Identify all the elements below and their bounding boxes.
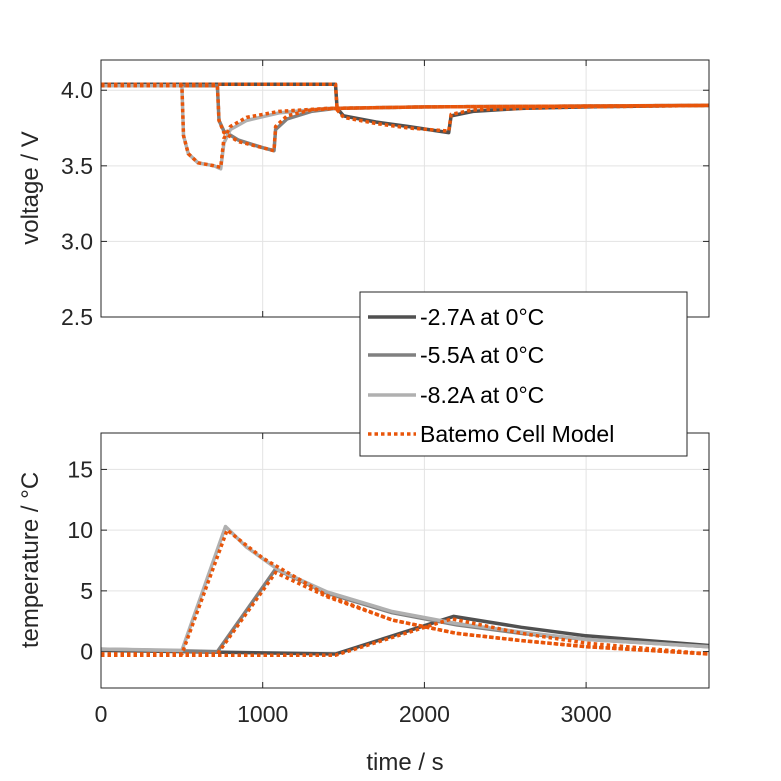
series-line--8-2a-at-0-c: [100, 524, 710, 653]
y-tick-label: 10: [67, 517, 93, 543]
temperature-axis-label: temperature / °C: [17, 472, 44, 648]
x-tick-label: 0: [95, 701, 108, 727]
y-tick-label: 15: [67, 456, 93, 482]
series-line-batemo-cell-model: [101, 83, 710, 153]
series-line-batemo-cell-model: [101, 83, 710, 170]
series-line--2-7a-at-0-c: [100, 614, 710, 656]
series-line-batemo-cell-model: [101, 570, 710, 656]
y-tick-label: 3.5: [61, 153, 93, 179]
series-line-batemo-cell-model: [101, 82, 710, 133]
legend-entry-2-7a: -2.7A at 0°C: [420, 304, 544, 330]
legend-entry-8-2a: -8.2A at 0°C: [420, 382, 544, 408]
voltage-axes: 2.5 3.0 3.5 4.0: [61, 59, 710, 330]
legend-entry-5-5a: -5.5A at 0°C: [420, 342, 544, 368]
voltage-axis-label: voltage / V: [17, 131, 44, 244]
y-tick-label: 2.5: [61, 304, 93, 330]
y-tick-label: 3.0: [61, 228, 93, 254]
x-tick-label: 1000: [237, 701, 288, 727]
series-line-batemo-cell-model: [101, 528, 710, 656]
series-line-batemo-cell-model: [101, 617, 710, 657]
plot-area: [101, 60, 709, 317]
x-tick-label: 2000: [399, 701, 450, 727]
legend-box: [359, 291, 688, 457]
temperature-axes: 0 1000 2000 3000 0 5 10 15: [67, 432, 710, 727]
y-tick-label: 4.0: [61, 77, 93, 103]
legend: -2.7A at 0°C -5.5A at 0°C -8.2A at 0°C B…: [359, 291, 688, 457]
legend-entry-model: Batemo Cell Model: [420, 421, 614, 447]
y-tick-label: 5: [80, 578, 93, 604]
x-tick-label: 3000: [561, 701, 612, 727]
y-tick-label: 0: [80, 639, 93, 665]
time-axis-label: time / s: [366, 749, 443, 776]
